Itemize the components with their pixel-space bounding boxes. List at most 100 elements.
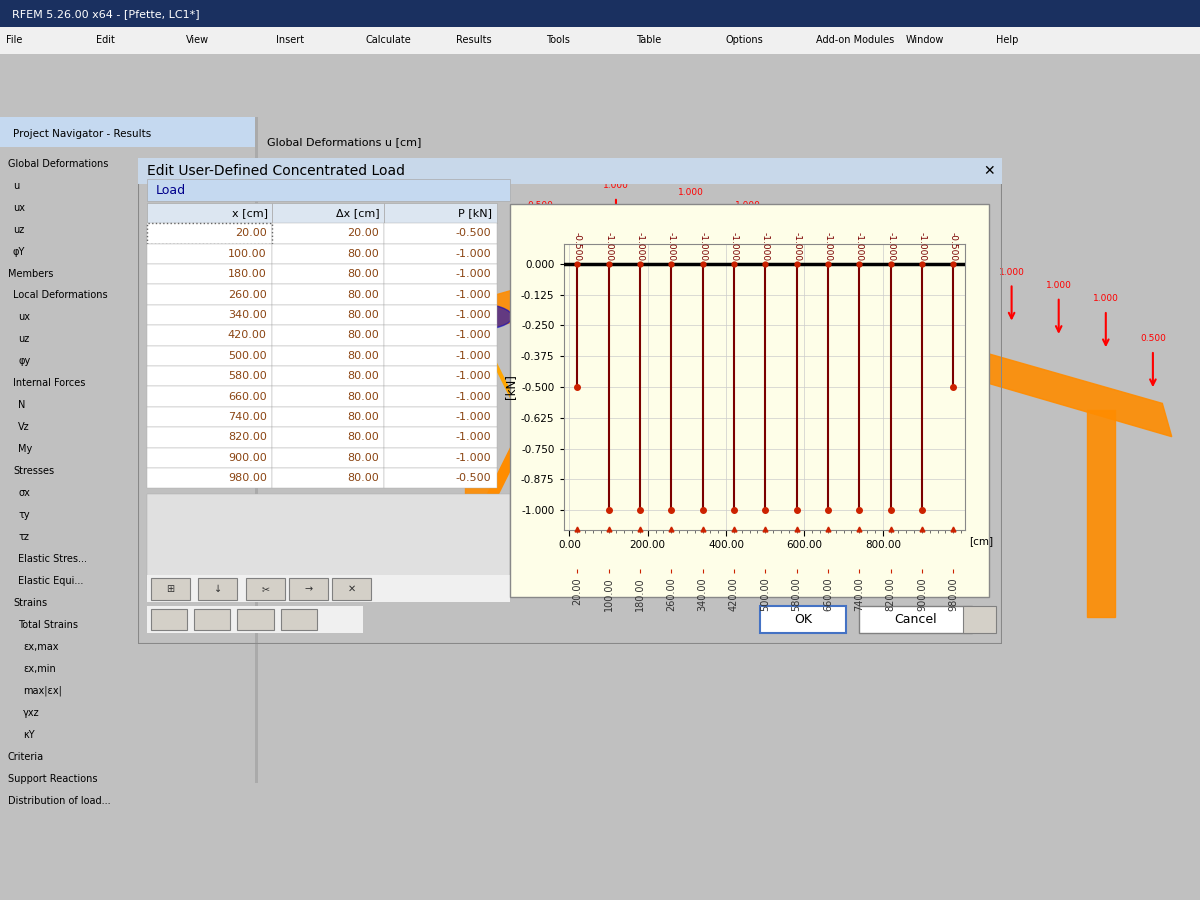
Bar [384,325,497,346]
Bar [384,428,497,447]
Bar [0,117,258,147]
Bar [272,284,384,305]
Bar [146,325,272,346]
Text: -1.000: -1.000 [456,310,491,320]
Text: 1.000: 1.000 [734,202,761,211]
Text: 420.00: 420.00 [228,330,266,340]
Text: LC1 : G: LC1 : G [268,164,307,174]
Text: 820.00: 820.00 [228,432,266,443]
Text: εx,min: εx,min [23,664,56,674]
Bar [272,305,384,325]
Text: -1.000: -1.000 [604,232,613,261]
Polygon shape [466,303,493,550]
Text: 80.00: 80.00 [347,432,379,443]
Bar [146,244,272,264]
Polygon shape [852,310,880,583]
Text: -1.000: -1.000 [698,232,707,261]
Bar [384,468,497,489]
Bar [146,223,272,244]
Text: -1.000: -1.000 [636,232,644,261]
Text: My: My [18,445,32,455]
Text: -1.000: -1.000 [456,351,491,361]
Text: Insert: Insert [276,35,304,45]
Text: γxz: γxz [23,708,40,718]
Text: ux: ux [13,202,25,212]
Bar [384,305,497,325]
Text: 900.00: 900.00 [228,453,266,463]
Text: Project Navigator - Results: Project Navigator - Results [13,129,151,139]
Text: uz: uz [13,225,24,235]
Bar [384,366,497,386]
Bar [146,494,510,590]
Text: RFEM 5.26.00 x64 - [Pfette, LC1*]: RFEM 5.26.00 x64 - [Pfette, LC1*] [12,9,199,19]
Text: σx: σx [18,489,30,499]
Bar [146,407,272,428]
Bar [146,386,272,407]
Text: 20.00: 20.00 [235,229,266,238]
Bar [138,158,1002,184]
Text: 80.00: 80.00 [347,412,379,422]
Text: 80.00: 80.00 [347,248,379,258]
Text: -1.000: -1.000 [456,290,491,300]
Text: -1.000: -1.000 [456,453,491,463]
Ellipse shape [738,284,814,310]
Bar [272,386,384,407]
Text: Cancel: Cancel [894,613,937,626]
Text: u: u [13,181,19,191]
Text: 340.00: 340.00 [228,310,266,320]
Text: 80.00: 80.00 [347,310,379,320]
Text: 1.000: 1.000 [998,268,1025,277]
Text: Global Deformations u [cm]: Global Deformations u [cm] [268,137,421,147]
Text: uz: uz [18,335,29,345]
Text: 20.00: 20.00 [347,229,379,238]
Text: -1.000: -1.000 [456,330,491,340]
Text: Loads [kN]: Loads [kN] [268,190,328,201]
Text: x [cm]: x [cm] [232,208,268,218]
Text: 1.000: 1.000 [952,255,978,264]
Bar [384,264,497,284]
Bar [272,202,384,223]
Bar [146,575,510,602]
Bar [194,608,230,630]
Text: ✕: ✕ [348,584,356,594]
Text: -1.000: -1.000 [886,232,895,261]
Bar [510,203,989,598]
Text: Results: Results [456,35,492,45]
Bar [146,223,272,244]
Bar [146,179,510,202]
Bar [384,244,497,264]
Text: Stresses: Stresses [13,466,54,476]
Text: -1.000: -1.000 [456,269,491,279]
Bar [238,608,274,630]
Text: 980.00: 980.00 [228,473,266,483]
Text: Table: Table [636,35,661,45]
Text: OK: OK [794,613,812,626]
Text: 0.500: 0.500 [528,202,553,211]
Text: Elastic Equi...: Elastic Equi... [18,576,84,586]
Text: -1.000: -1.000 [456,392,491,401]
Ellipse shape [437,303,512,330]
Text: 500.00: 500.00 [228,351,266,361]
Text: 260.00: 260.00 [228,290,266,300]
Polygon shape [672,264,1171,436]
Bar [272,447,384,468]
Text: 80.00: 80.00 [347,371,379,382]
Text: ↓: ↓ [214,584,222,594]
Text: εx,max: εx,max [23,642,59,652]
Bar [272,244,384,264]
Text: Edit User-Defined Concentrated Load: Edit User-Defined Concentrated Load [146,164,404,178]
Text: 80.00: 80.00 [347,392,379,401]
Text: Load: Load [155,184,186,197]
Text: P [kN]: P [kN] [458,208,492,218]
Bar [146,606,362,633]
Text: 80.00: 80.00 [347,473,379,483]
Text: Members: Members [7,268,53,278]
Text: 80.00: 80.00 [347,453,379,463]
Text: τy: τy [18,510,30,520]
Text: 1.000: 1.000 [905,241,930,250]
Bar [151,578,190,599]
Text: 580.00: 580.00 [228,371,266,382]
Bar [272,468,384,489]
Bar [384,407,497,428]
Text: -1.000: -1.000 [918,232,926,261]
